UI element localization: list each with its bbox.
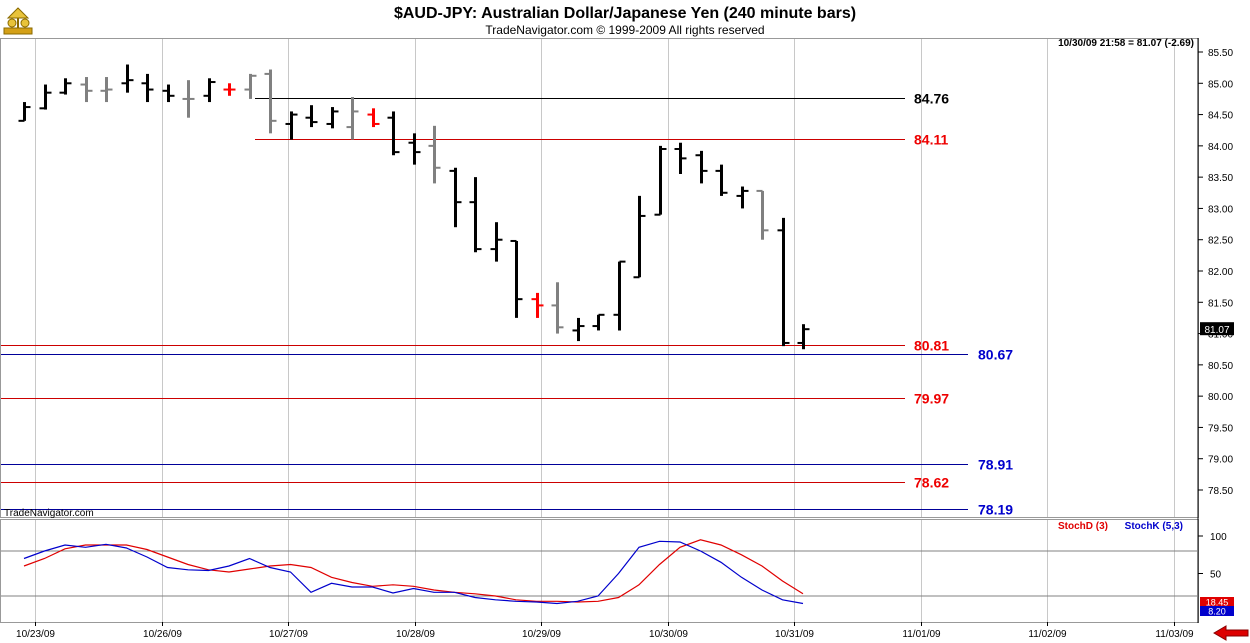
ohlc-bar <box>736 186 749 209</box>
ohlc-bar <box>613 260 626 331</box>
ohlc-bar <box>203 78 216 103</box>
ohlc-bar <box>756 189 769 240</box>
level-label: 84.11 <box>914 132 948 148</box>
ohlc-bar <box>633 195 646 279</box>
level-label: 80.67 <box>978 347 1013 363</box>
date-tick-label: 10/29/09 <box>522 629 561 640</box>
date-tick-label: 10/31/09 <box>775 629 814 640</box>
scroll-right-arrow-icon[interactable] <box>1213 625 1249 641</box>
ohlc-bar <box>59 78 72 95</box>
date-tick-label: 10/26/09 <box>143 629 182 640</box>
ohlc-bar <box>141 73 154 103</box>
level-label: 78.62 <box>914 475 949 491</box>
price-bars <box>18 64 810 350</box>
stoch-last-label: 18.45 <box>1206 598 1229 608</box>
level-label: 78.91 <box>978 457 1013 473</box>
stoch-series-line <box>23 539 804 603</box>
chart-title: $AUD-JPY: Australian Dollar/Japanese Yen… <box>394 5 856 22</box>
ohlc-bar <box>572 317 585 342</box>
ohlc-bar <box>408 133 421 165</box>
ohlc-bar <box>182 80 195 118</box>
ohlc-bar <box>592 313 605 331</box>
date-tick-label: 10/28/09 <box>396 629 435 640</box>
trade-navigator-logo <box>3 7 33 35</box>
ohlc-bar <box>285 111 298 140</box>
ohlc-bar <box>162 84 175 103</box>
ohlc-bar <box>510 239 523 318</box>
price-tick-label: 85.50 <box>1208 48 1233 59</box>
price-tick-label: 78.50 <box>1208 486 1233 497</box>
level-label: 79.97 <box>914 391 949 407</box>
ohlc-bar <box>305 105 318 128</box>
stoch-tick-label: 50 <box>1210 570 1222 581</box>
ohlc-bar <box>551 282 564 334</box>
ohlc-bar <box>223 83 236 96</box>
ohlc-bar <box>18 102 31 122</box>
stoch-last-box <box>1200 606 1234 616</box>
ohlc-bar <box>346 97 359 140</box>
last-bar-readout: 10/30/09 21:58 = 81.07 (-2.69) <box>1058 38 1194 49</box>
ohlc-bar <box>695 150 708 184</box>
price-tick-label: 80.00 <box>1208 392 1233 403</box>
last-price-label: 81.07 <box>1204 325 1229 336</box>
date-tick-label: 10/27/09 <box>269 629 308 640</box>
ohlc-bar <box>387 111 400 156</box>
date-axis: 10/23/09 10/26/09 10/27/09 10/28/09 10/29/09… <box>16 622 1194 640</box>
ohlc-bar <box>777 217 790 347</box>
ohlc-bar <box>39 84 52 110</box>
stoch-last-box <box>1200 597 1234 607</box>
price-tick-label: 85.00 <box>1208 79 1233 90</box>
ohlc-bar <box>797 324 810 350</box>
ohlc-bar <box>490 222 503 262</box>
watermark: TradeNavigator.com <box>4 508 94 519</box>
stoch-last-label: 8.20 <box>1208 607 1226 617</box>
price-tick-label: 83.50 <box>1208 173 1233 184</box>
price-tick-label: 79.00 <box>1208 455 1233 466</box>
stoch-series-line <box>23 540 804 605</box>
price-tick-label: 79.50 <box>1208 423 1233 434</box>
ohlc-bar <box>449 167 462 228</box>
date-tick-label: 10/30/09 <box>649 629 688 640</box>
price-tick-label: 83.00 <box>1208 204 1233 215</box>
date-tick-label: 11/03/09 <box>1155 629 1194 640</box>
stochastic-panel <box>0 519 1199 623</box>
price-panel <box>0 38 1199 518</box>
price-tick-label: 84.00 <box>1208 142 1233 153</box>
price-tick-label: 81.50 <box>1208 298 1233 309</box>
ohlc-bar <box>244 73 257 99</box>
price-tick-label: 80.50 <box>1208 361 1233 372</box>
date-tick-label: 11/01/09 <box>902 629 941 640</box>
ohlc-bar <box>367 108 380 128</box>
stochastic-lines: 50 100 18.458.20 <box>1 532 1234 617</box>
date-tick-label: 10/23/09 <box>16 629 55 640</box>
ohlc-bar <box>469 177 482 253</box>
ohlc-bar <box>80 77 93 103</box>
price-tick-label: 84.50 <box>1208 111 1233 122</box>
ohlc-bar <box>715 164 728 196</box>
stoch-tick-label: 100 <box>1210 532 1227 543</box>
level-label: 78.19 <box>978 502 1013 518</box>
ohlc-bar <box>531 292 544 318</box>
date-tick-label: 11/02/09 <box>1028 629 1067 640</box>
stochd-legend: StochD (3) <box>1058 521 1108 532</box>
ohlc-bar <box>264 69 277 134</box>
ohlc-bar <box>121 64 134 93</box>
level-label: 84.76 <box>914 91 949 107</box>
stochk-legend: StochK (5,3) <box>1125 521 1183 532</box>
price-tick-label: 82.50 <box>1208 236 1233 247</box>
ohlc-bar <box>674 142 687 175</box>
price-axis: 78.5079.0079.5080.0080.5081.0081.5082.00… <box>1198 48 1234 497</box>
ohlc-bar <box>428 125 441 184</box>
price-tick-label: 82.00 <box>1208 267 1233 278</box>
ohlc-bar <box>326 107 339 129</box>
vertical-grid <box>35 39 1175 622</box>
support-resistance-lines: 84.76 84.11 80.81 80.67 79.97 78.91 78.62 78.19 <box>1 91 1013 518</box>
ohlc-bar <box>654 145 667 216</box>
ohlc-bar <box>100 77 113 103</box>
level-label: 80.81 <box>914 338 949 354</box>
copyright-line: TradeNavigator.com © 1999-2009 All right… <box>485 23 764 37</box>
last-price-box <box>1200 322 1234 336</box>
